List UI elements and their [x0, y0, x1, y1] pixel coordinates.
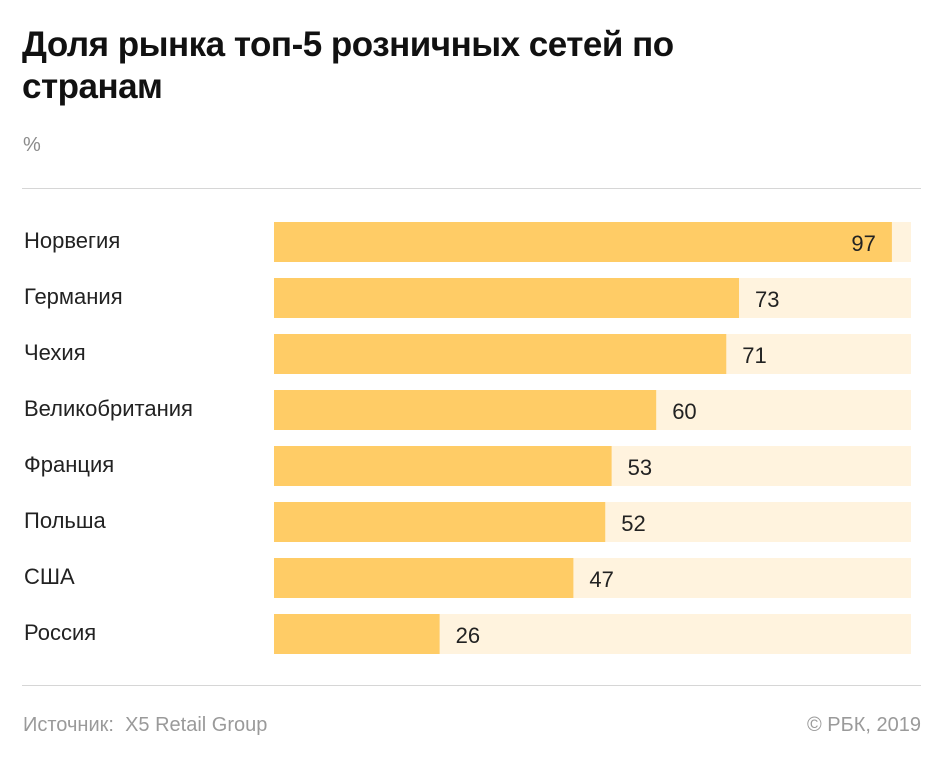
- bar: [274, 222, 892, 262]
- source-note: Источник: X5 Retail Group: [23, 714, 267, 737]
- category-label: Великобритания: [24, 396, 193, 421]
- source-name: X5 Retail Group: [125, 714, 268, 736]
- bar-row: Россия 26: [24, 614, 911, 654]
- category-label: Норвегия: [24, 228, 120, 253]
- value-label: 52: [621, 511, 645, 536]
- bottom-divider: [22, 685, 921, 686]
- category-label: Франция: [24, 452, 114, 477]
- bar: [274, 614, 440, 654]
- value-label: 97: [851, 231, 875, 256]
- value-label: 26: [456, 623, 480, 648]
- bar-row: Германия 73: [24, 278, 911, 318]
- category-label: Россия: [24, 620, 96, 645]
- bar: [274, 446, 612, 486]
- bar: [274, 334, 727, 374]
- value-label: 53: [628, 455, 652, 480]
- category-label: Германия: [24, 284, 123, 309]
- value-label: 73: [755, 287, 779, 312]
- bar-row: Великобритания 60: [24, 390, 911, 430]
- unit-label: %: [23, 134, 41, 156]
- top-divider: [22, 188, 921, 189]
- bar-row: Польша 52: [24, 502, 911, 542]
- value-label: 71: [742, 343, 766, 368]
- category-label: Польша: [24, 508, 107, 533]
- value-label: 60: [672, 399, 696, 424]
- bar-row: Норвегия 97: [24, 222, 911, 262]
- bar-row: Чехия 71: [24, 334, 911, 374]
- source-label: Источник:: [23, 714, 114, 736]
- chart-title: Доля рынка топ-5 розничных сетей по стра…: [22, 25, 674, 106]
- copyright: © РБК, 2019: [806, 714, 921, 736]
- category-label: Чехия: [24, 340, 86, 365]
- category-label: США: [24, 564, 75, 589]
- value-label: 47: [589, 567, 613, 592]
- bar: [274, 278, 740, 318]
- bar: [274, 558, 574, 598]
- bar: [274, 502, 606, 542]
- bar: [274, 390, 657, 430]
- bar-row: Франция 53: [24, 446, 911, 486]
- bar-row: США 47: [24, 558, 911, 598]
